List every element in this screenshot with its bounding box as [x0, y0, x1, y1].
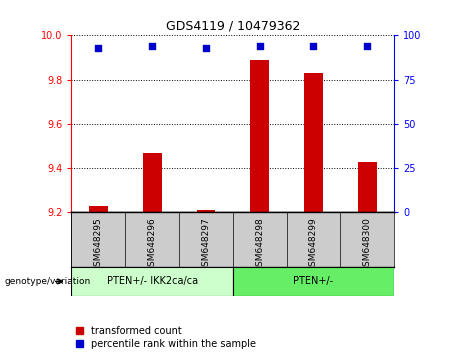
- Text: GSM648300: GSM648300: [363, 217, 372, 272]
- Text: PTEN+/-: PTEN+/-: [293, 276, 334, 286]
- Text: GSM648296: GSM648296: [148, 217, 157, 272]
- Text: genotype/variation: genotype/variation: [5, 277, 91, 286]
- Point: [364, 43, 371, 49]
- Title: GDS4119 / 10479362: GDS4119 / 10479362: [165, 20, 300, 33]
- Text: GSM648297: GSM648297: [201, 217, 210, 272]
- Bar: [143, 153, 161, 212]
- FancyBboxPatch shape: [71, 267, 233, 296]
- Legend: transformed count, percentile rank within the sample: transformed count, percentile rank withi…: [77, 326, 256, 349]
- Bar: [304, 73, 323, 212]
- Point: [310, 43, 317, 49]
- Point: [202, 45, 210, 51]
- Bar: [196, 210, 215, 212]
- Text: GSM648295: GSM648295: [94, 217, 103, 272]
- Text: GSM648298: GSM648298: [255, 217, 264, 272]
- FancyBboxPatch shape: [233, 267, 394, 296]
- Point: [148, 43, 156, 49]
- Text: GSM648299: GSM648299: [309, 217, 318, 272]
- Point: [256, 43, 263, 49]
- Bar: [358, 161, 377, 212]
- Point: [95, 45, 102, 51]
- Bar: [250, 60, 269, 212]
- Text: PTEN+/- IKK2ca/ca: PTEN+/- IKK2ca/ca: [106, 276, 198, 286]
- Bar: [89, 206, 108, 212]
